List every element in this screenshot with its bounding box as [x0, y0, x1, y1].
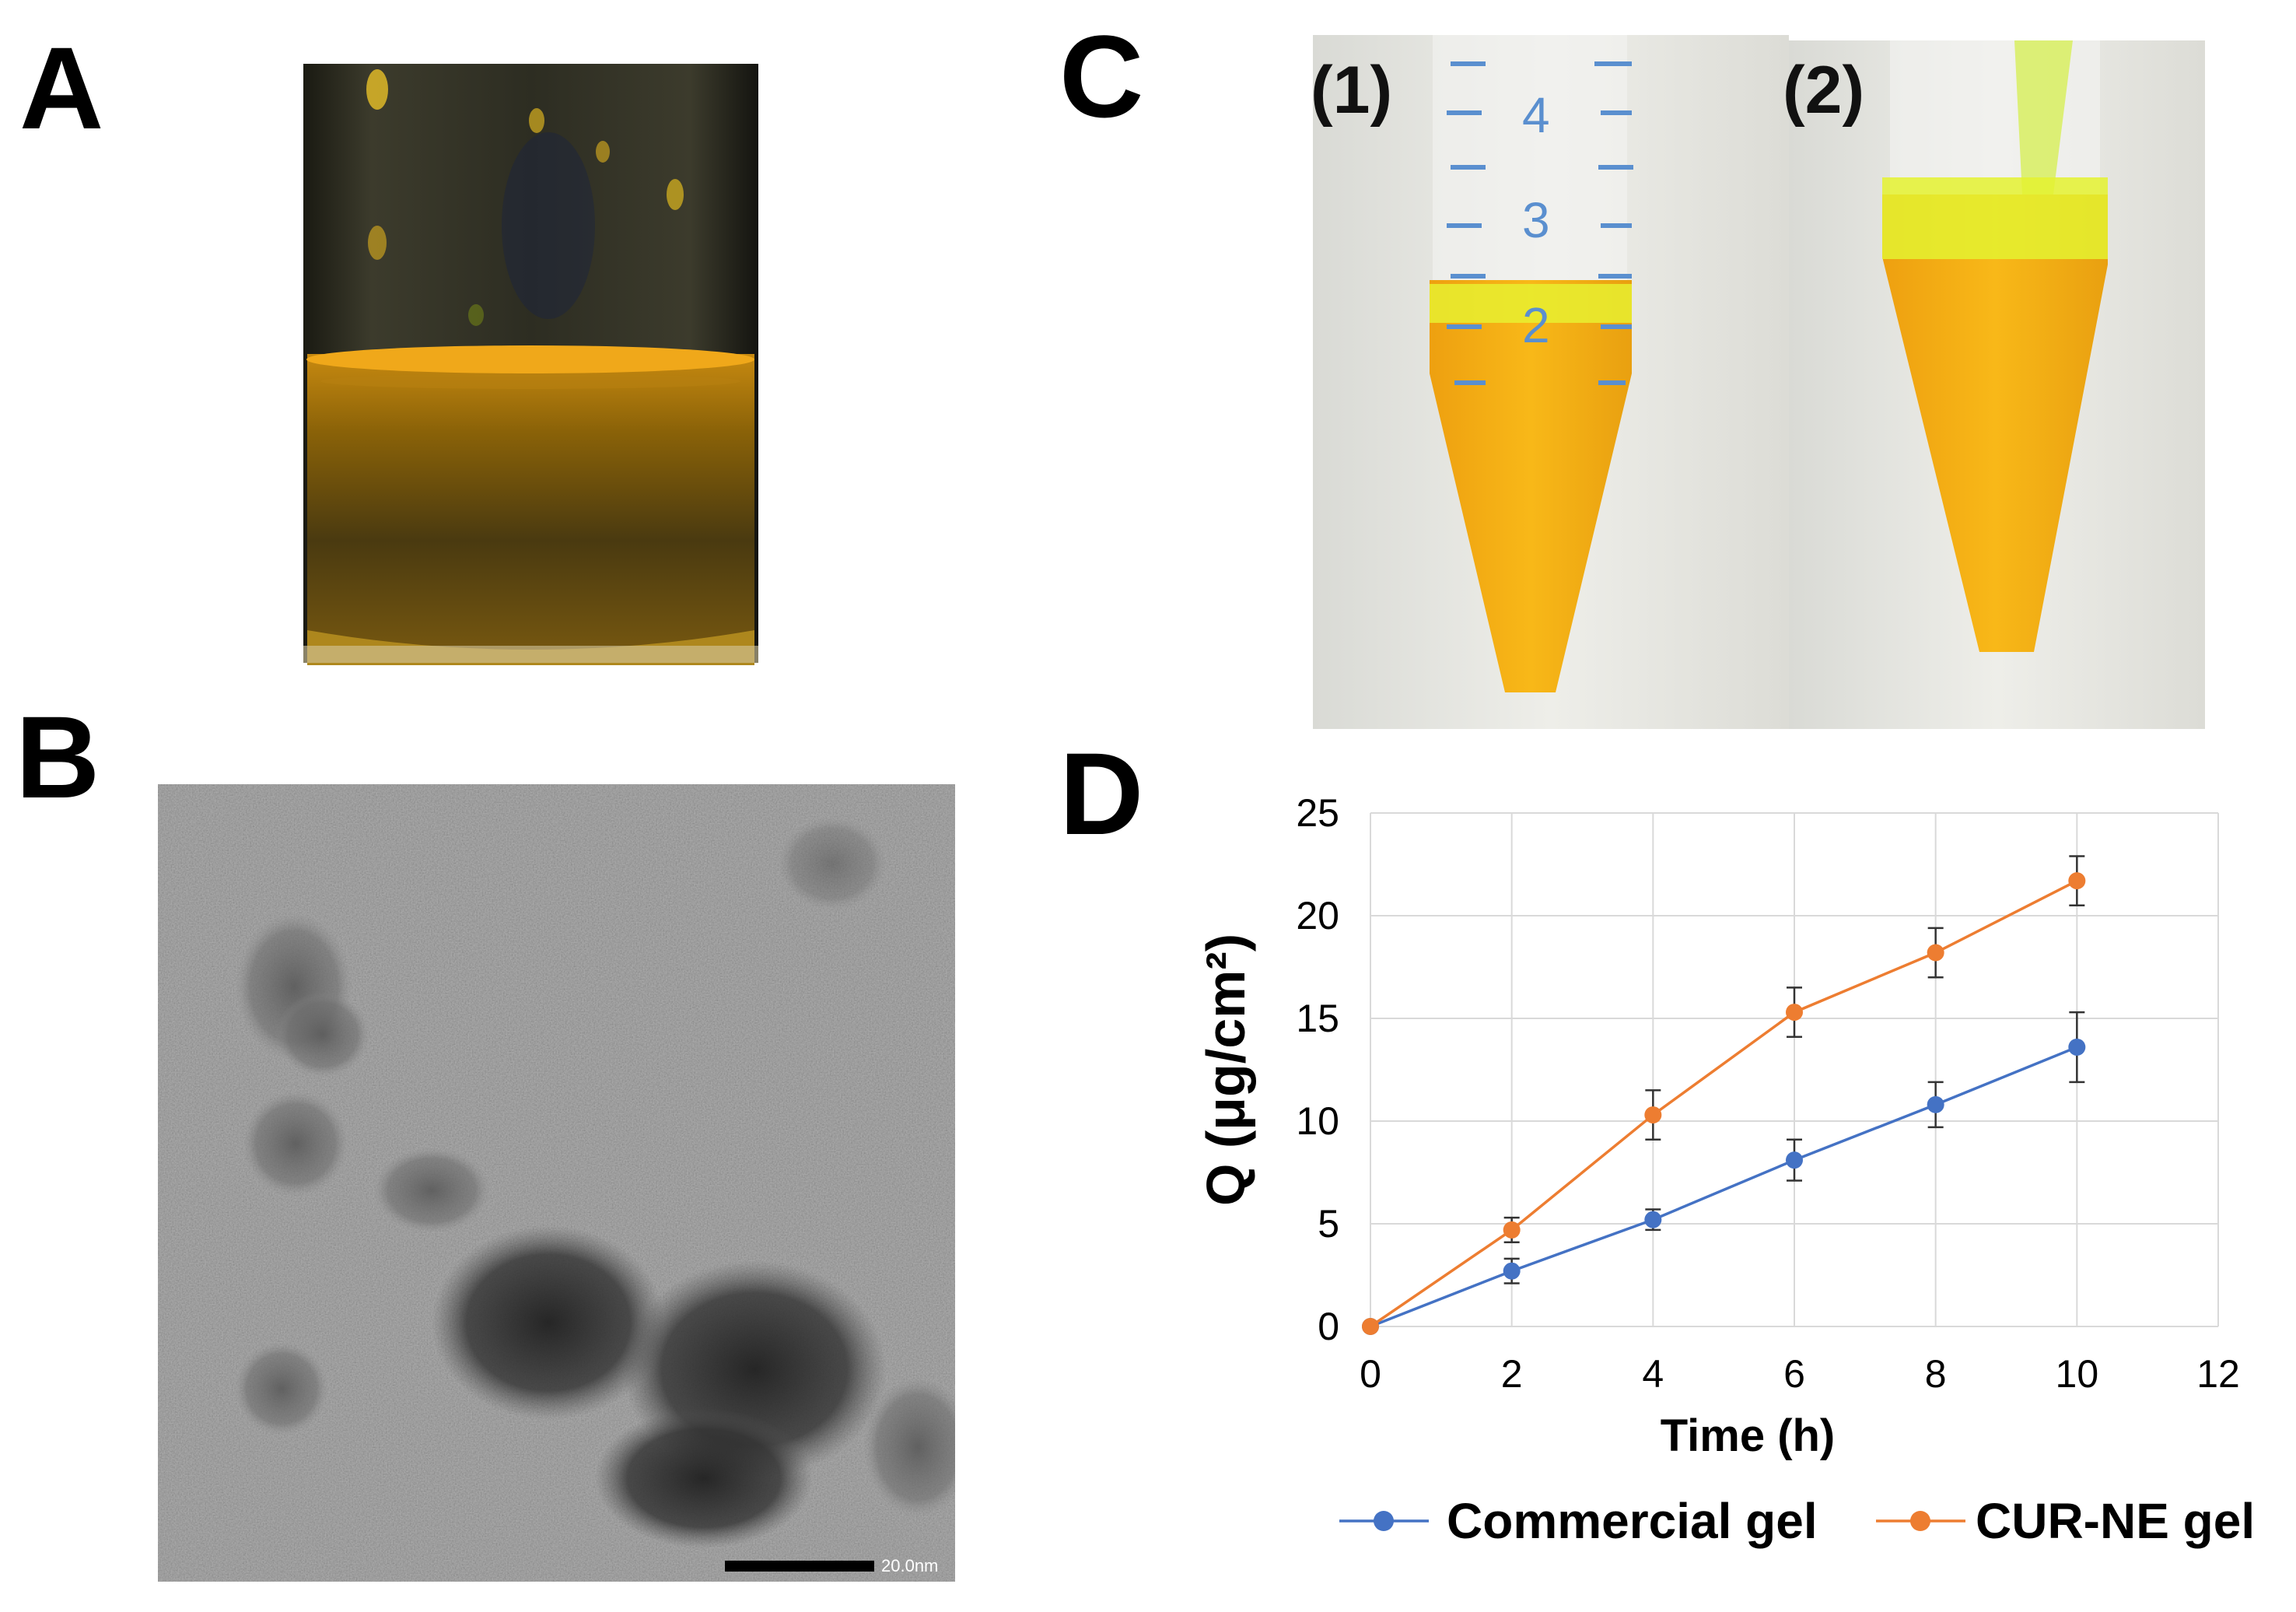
- data-point: [1644, 1211, 1662, 1228]
- y-axis-label: Q (μg/cm²): [1195, 934, 1256, 1206]
- panel-b-letter: B: [16, 692, 100, 822]
- legend-marker-1: [1910, 1511, 1930, 1531]
- series-line: [1370, 1046, 2077, 1328]
- y-tick-label: 25: [1296, 791, 1339, 835]
- data-point: [1927, 944, 1944, 962]
- y-tick-labels: 0 5 10 15 20 25: [1296, 791, 1339, 1348]
- legend-label-0: Commercial gel: [1447, 1493, 1818, 1549]
- x-tick-label: 4: [1642, 1352, 1664, 1396]
- graduation-3: 3: [1522, 192, 1550, 248]
- x-tick-label: 2: [1501, 1352, 1523, 1396]
- y-tick-label: 20: [1296, 894, 1339, 937]
- graduation-4: 4: [1522, 87, 1550, 143]
- x-tick-label: 10: [2056, 1352, 2099, 1396]
- data-point: [1786, 1151, 1803, 1169]
- x-tick-labels: 0 2 4 6 8 10 12: [1360, 1352, 2240, 1396]
- y-tick-label: 5: [1318, 1202, 1339, 1246]
- data-point: [1503, 1221, 1521, 1239]
- tube-1-label: (1): [1311, 53, 1392, 128]
- series-layer: [1362, 855, 2086, 1335]
- panel-a-photo: [303, 64, 758, 665]
- y-tick-label: 15: [1296, 997, 1339, 1040]
- scale-bar-label: 20.0nm: [881, 1556, 938, 1575]
- panel-d-letter: D: [1059, 728, 1143, 859]
- graduation-2: 2: [1522, 297, 1550, 353]
- legend-marker-0: [1374, 1511, 1394, 1531]
- y-tick-label: 10: [1296, 1099, 1339, 1143]
- data-point: [1503, 1262, 1521, 1280]
- release-chart: 0 2 4 6 8 10 12 0 5 10 15 20 25 Time (h) Q (μg/cm²)…: [1195, 791, 2255, 1549]
- data-point: [1362, 1318, 1379, 1335]
- x-tick-label: 8: [1925, 1352, 1947, 1396]
- panel-a-letter: A: [19, 23, 103, 153]
- data-point: [1644, 1106, 1662, 1124]
- panel-c-photo: 4 3 2 (1) (2): [1311, 35, 2205, 729]
- series-0: [1362, 1011, 2086, 1335]
- x-tick-label: 6: [1783, 1352, 1805, 1396]
- series-1: [1362, 855, 2086, 1335]
- legend-label-1: CUR-NE gel: [1976, 1493, 2255, 1549]
- x-tick-label: 0: [1360, 1352, 1381, 1396]
- data-point: [1786, 1004, 1803, 1022]
- series-line: [1370, 879, 2078, 1328]
- x-axis-label: Time (h): [1661, 1410, 1836, 1461]
- data-point: [2068, 872, 2086, 890]
- panel-b-tem-image: 20.0nm: [158, 784, 955, 1582]
- panel-c-letter: C: [1059, 11, 1143, 142]
- data-point: [2068, 1038, 2086, 1056]
- tube-2-label: (2): [1783, 53, 1864, 128]
- data-point: [1927, 1095, 1944, 1113]
- legend: Commercial gel CUR-NE gel: [1339, 1493, 2255, 1549]
- x-tick-label: 12: [2196, 1352, 2240, 1396]
- grid-vertical: [1370, 813, 2219, 1326]
- y-tick-label: 0: [1318, 1305, 1339, 1348]
